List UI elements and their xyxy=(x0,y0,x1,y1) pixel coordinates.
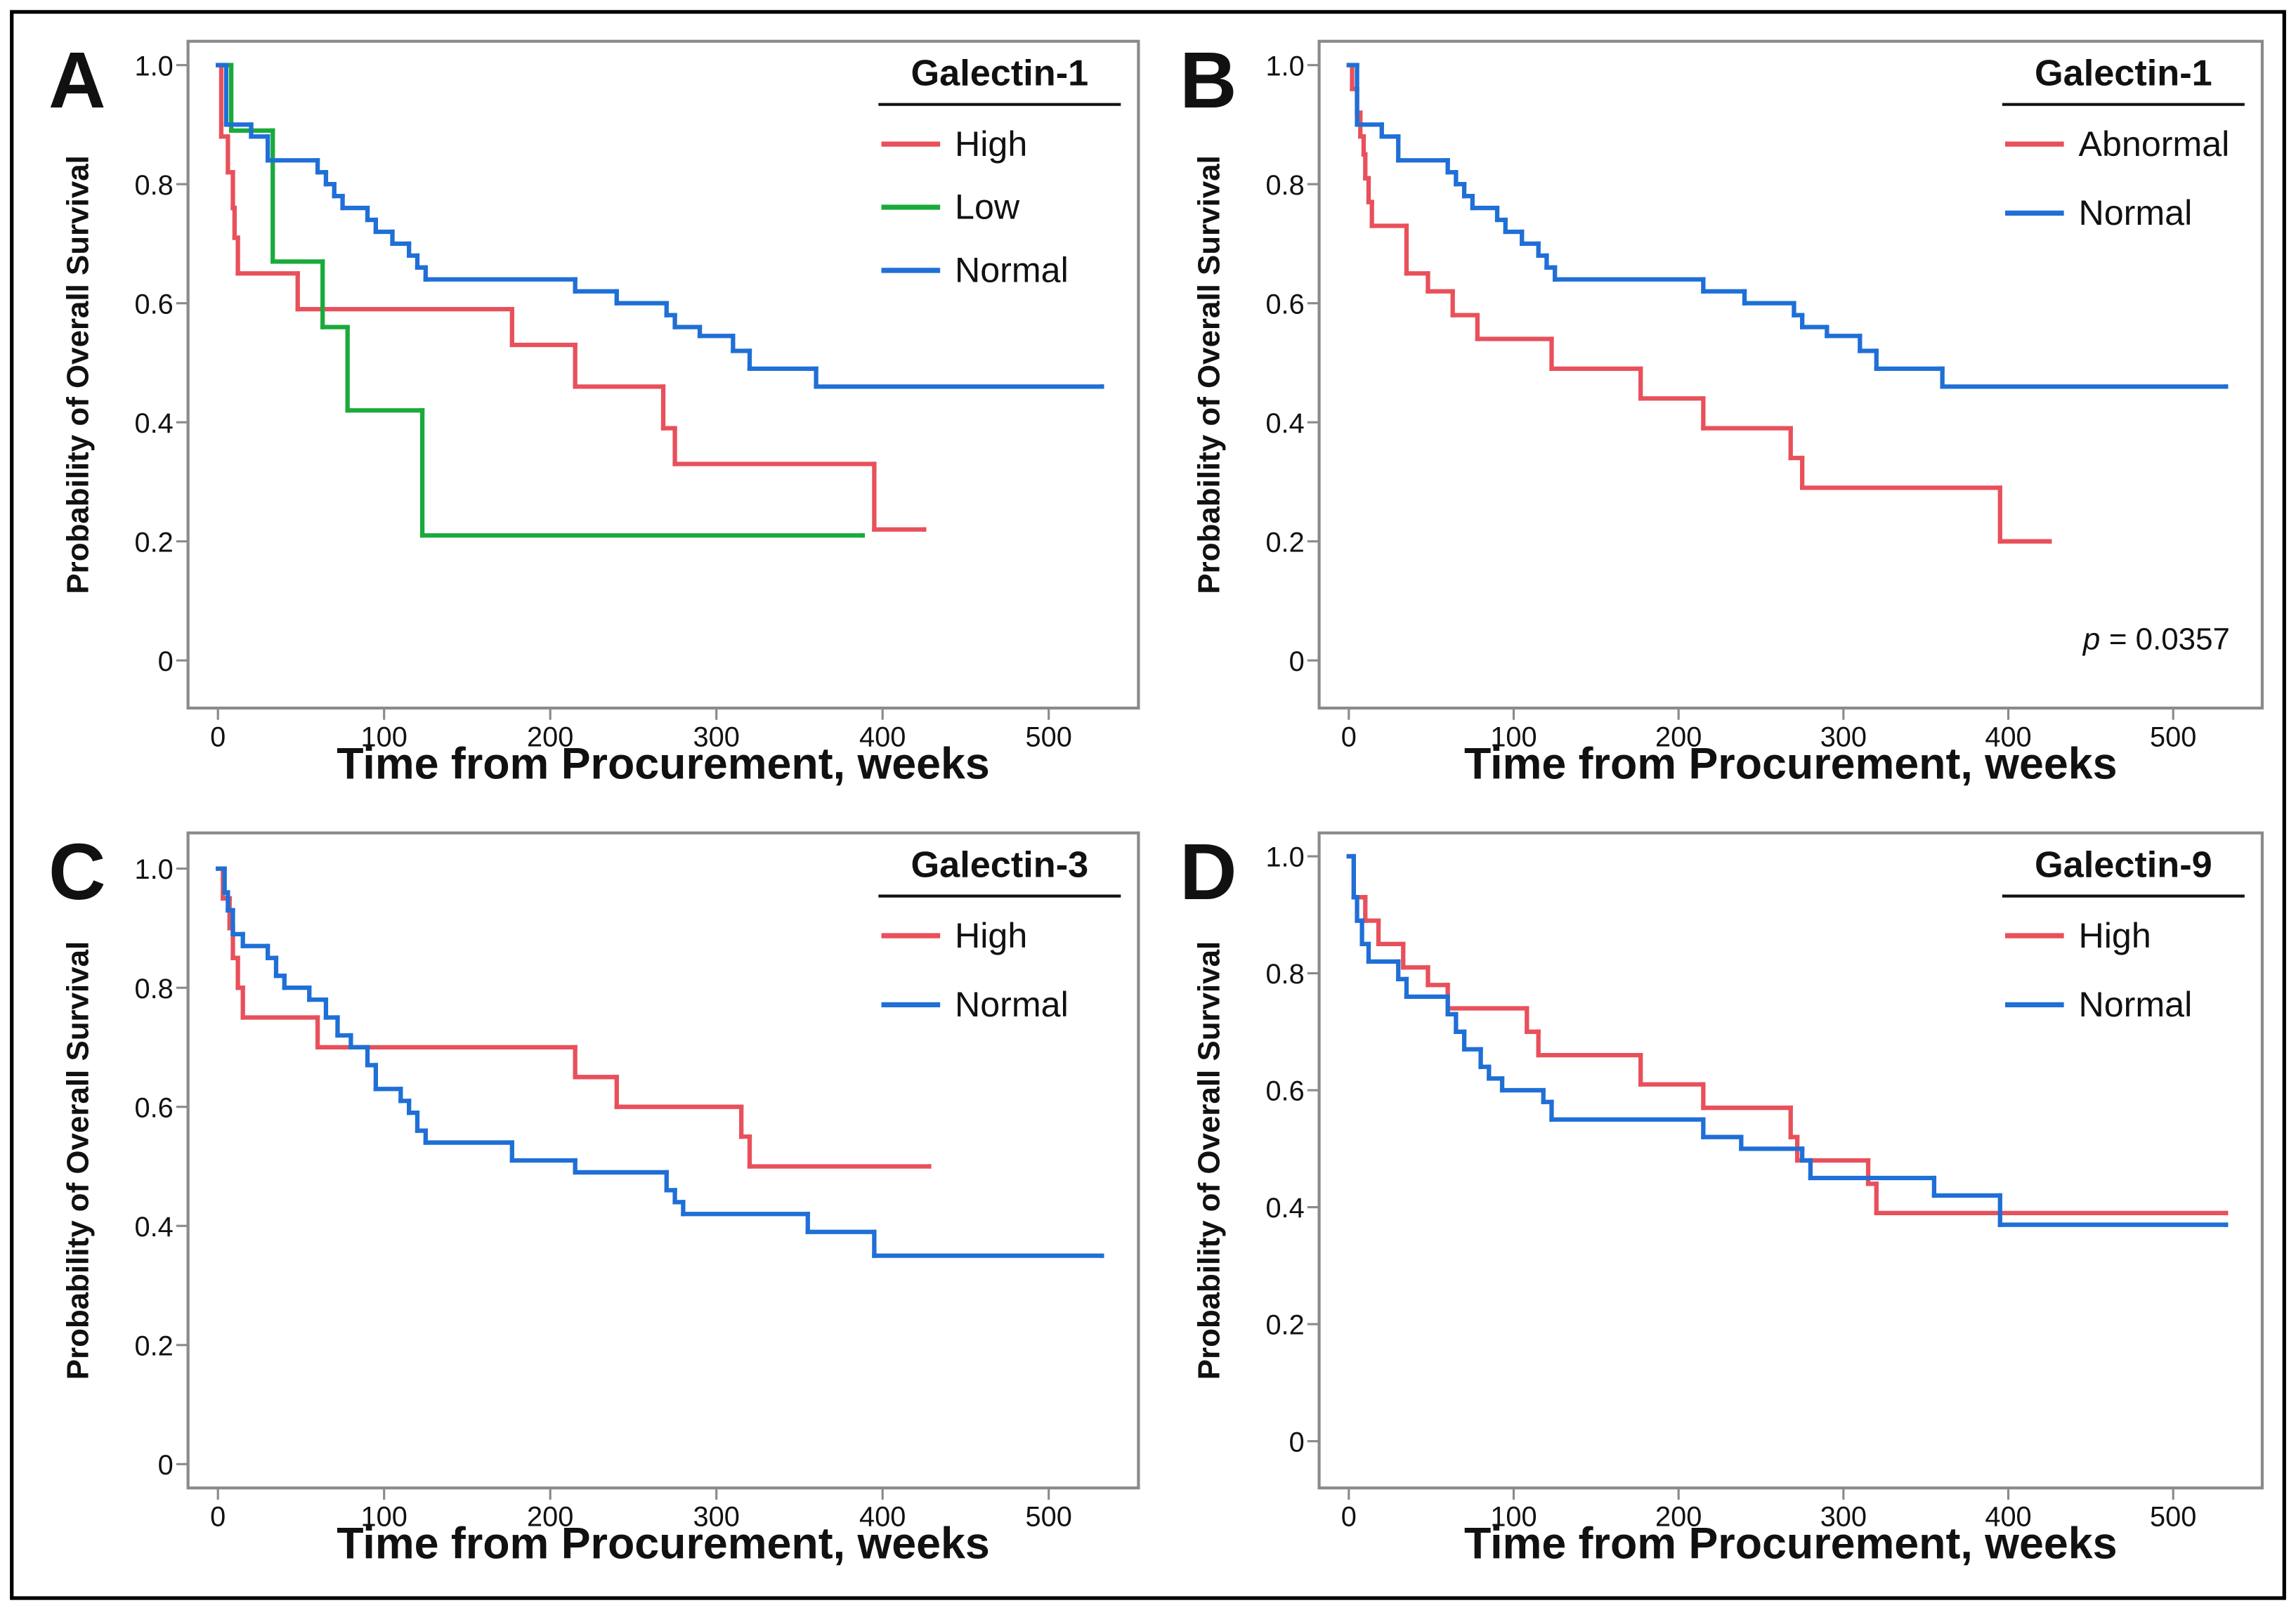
y-tick-label: 0.2 xyxy=(135,1330,174,1361)
x-tick-label: 300 xyxy=(1820,1502,1867,1533)
y-tick-label: 0.8 xyxy=(1265,170,1304,201)
y-axis-label: Probability of Overall Survival xyxy=(1192,155,1226,594)
y-tick-label: 0 xyxy=(1289,646,1305,677)
x-tick-label: 0 xyxy=(210,721,226,752)
legend-entry: Normal xyxy=(955,251,1069,290)
y-axis-label: Probability of Overall Survival xyxy=(60,941,95,1380)
legend-entry: Abnormal xyxy=(2079,124,2230,164)
y-tick-label: 0.4 xyxy=(1265,408,1304,439)
panel-label: B xyxy=(1180,36,1237,124)
legend-entry: High xyxy=(955,124,1027,164)
panel: C 0 0.2 0.4 0.6 0.8 1.0 0 100 200 300 400 500 Time fr… xyxy=(48,827,1140,1569)
x-tick-label: 100 xyxy=(1490,1502,1537,1533)
panel-label: D xyxy=(1180,827,1237,916)
plot-frame xyxy=(186,831,1140,1490)
x-tick-label: 200 xyxy=(527,721,573,752)
x-tick-label: 300 xyxy=(693,721,740,752)
y-tick-label: 0.2 xyxy=(135,527,174,558)
figure-border xyxy=(10,10,2286,1600)
x-tick-label: 400 xyxy=(1985,721,2031,752)
p-value: = 0.0357 xyxy=(2109,622,2230,656)
legend-entry: Normal xyxy=(955,985,1069,1024)
y-tick-label: 1.0 xyxy=(135,854,174,885)
panel: B 0 0.2 0.4 0.6 0.8 1.0 0 100 200 300 400 500 Time fr… xyxy=(1180,36,2264,788)
x-tick-label: 500 xyxy=(2150,1502,2196,1533)
y-tick-label: 0 xyxy=(158,1450,174,1481)
y-tick-label: 0.2 xyxy=(1265,1310,1304,1341)
x-tick-label: 0 xyxy=(210,1502,226,1533)
plot-frame xyxy=(1317,39,2264,710)
x-tick-label: 100 xyxy=(361,1502,407,1533)
panel-label: C xyxy=(48,827,106,916)
x-tick-label: 200 xyxy=(1655,721,1702,752)
y-tick-label: 0.8 xyxy=(1265,959,1304,990)
p-value-annotation: p = 0.0357 xyxy=(2082,622,2230,656)
x-tick-label: 300 xyxy=(693,1502,740,1533)
y-axis-label: Probability of Overall Survival xyxy=(60,155,95,594)
y-tick-label: 0 xyxy=(1289,1427,1305,1458)
legend-entry: High xyxy=(2079,916,2151,955)
x-tick-label: 400 xyxy=(1985,1502,2031,1533)
panel-label: A xyxy=(48,36,106,124)
legend-entry: Normal xyxy=(2079,985,2193,1024)
x-axis-label: Time from Procurement, weeks xyxy=(337,739,990,788)
legend-title: Galectin-1 xyxy=(2035,53,2212,93)
legend-title: Galectin-3 xyxy=(911,844,1088,885)
legend-entry: High xyxy=(955,916,1027,955)
y-axis-label: Probability of Overall Survival xyxy=(1192,941,1226,1380)
x-tick-label: 0 xyxy=(1341,721,1357,752)
y-tick-label: 0.2 xyxy=(1265,527,1304,558)
x-axis-label: Time from Procurement, weeks xyxy=(1464,1519,2118,1569)
x-tick-label: 500 xyxy=(2150,721,2196,752)
y-tick-label: 0.8 xyxy=(135,170,174,201)
y-tick-label: 1.0 xyxy=(1265,842,1304,873)
y-tick-label: 0.6 xyxy=(135,1092,174,1123)
y-tick-label: 0.4 xyxy=(135,1212,174,1243)
y-tick-label: 0.4 xyxy=(1265,1193,1304,1224)
x-tick-label: 300 xyxy=(1820,721,1867,752)
y-tick-label: 0.6 xyxy=(135,289,174,320)
x-tick-label: 200 xyxy=(1655,1502,1702,1533)
x-tick-label: 400 xyxy=(859,721,906,752)
x-tick-label: 500 xyxy=(1026,1502,1072,1533)
y-tick-label: 0.6 xyxy=(1265,1076,1304,1107)
panel: D 0 0.2 0.4 0.6 0.8 1.0 0 100 200 300 400 500 Time fr… xyxy=(1180,827,2264,1569)
y-tick-label: 0 xyxy=(158,646,174,677)
plot-frame xyxy=(186,39,1140,710)
y-tick-label: 0.8 xyxy=(135,974,174,1004)
x-tick-label: 500 xyxy=(1026,721,1072,752)
y-tick-label: 0.6 xyxy=(1265,289,1304,320)
p-symbol: p xyxy=(2082,622,2100,656)
y-tick-label: 0.4 xyxy=(135,408,174,439)
x-tick-label: 200 xyxy=(527,1502,573,1533)
legend-entry: Normal xyxy=(2079,193,2193,233)
legend-title: Galectin-9 xyxy=(2035,844,2212,885)
plot-frame xyxy=(1317,831,2264,1490)
x-axis-label: Time from Procurement, weeks xyxy=(337,1519,990,1569)
y-tick-label: 1.0 xyxy=(135,51,174,81)
panel: A 0 0.2 0.4 0.6 0.8 1.0 0 100 200 300 400 500 Time fr… xyxy=(48,36,1140,788)
x-tick-label: 100 xyxy=(1490,721,1537,752)
x-axis-label: Time from Procurement, weeks xyxy=(1464,739,2118,788)
x-tick-label: 400 xyxy=(859,1502,906,1533)
legend-title: Galectin-1 xyxy=(911,53,1088,93)
x-tick-label: 0 xyxy=(1341,1502,1357,1533)
y-tick-label: 1.0 xyxy=(1265,51,1304,81)
x-tick-label: 100 xyxy=(361,721,407,752)
legend-entry: Low xyxy=(955,188,1020,227)
